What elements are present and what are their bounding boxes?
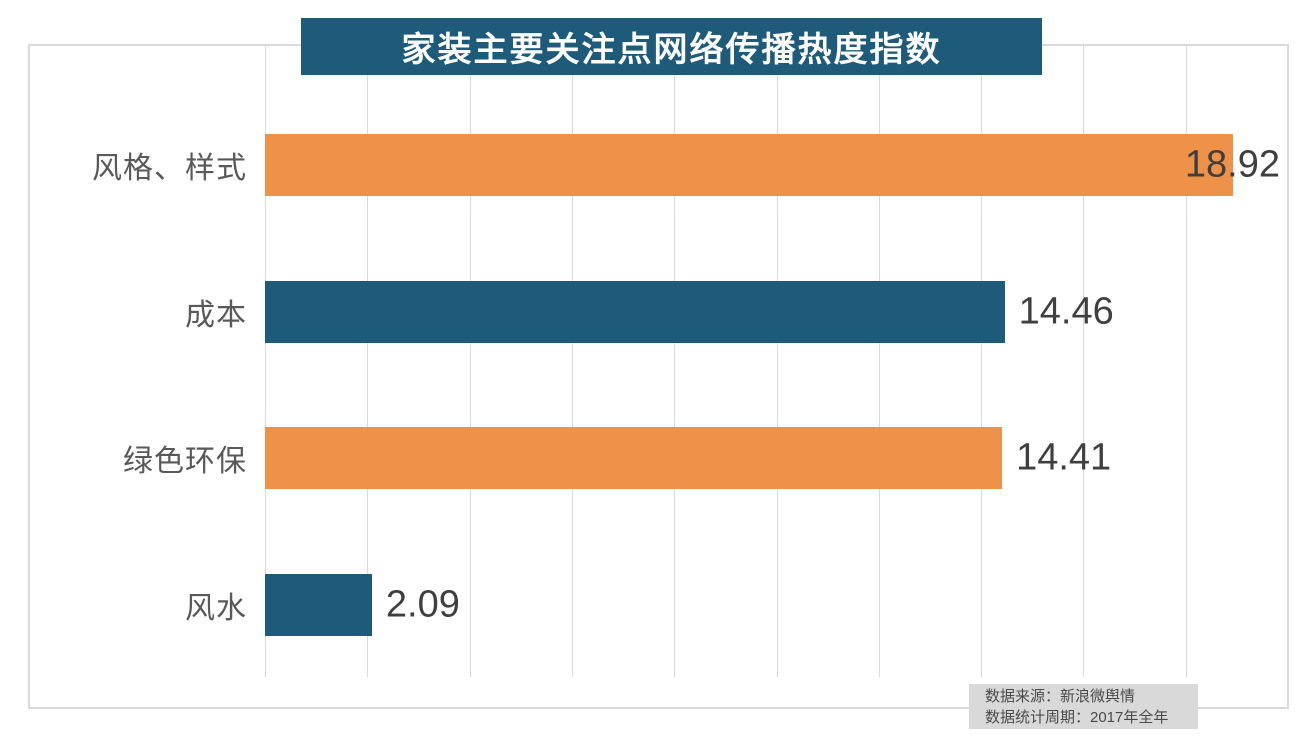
value-label: 14.46 bbox=[1018, 290, 1114, 333]
bar-row: 风水 2.09 bbox=[0, 532, 1313, 679]
gridline bbox=[265, 44, 266, 677]
chart-title: 家装主要关注点网络传播热度指数 bbox=[401, 31, 942, 69]
bar-row: 风格、样式 18.92 bbox=[0, 92, 1313, 239]
category-label: 风水 bbox=[185, 592, 247, 626]
chart-title-banner: 家装主要关注点网络传播热度指数 bbox=[301, 18, 1042, 75]
gridline bbox=[1185, 44, 1187, 677]
gridline bbox=[571, 44, 573, 677]
bar bbox=[265, 280, 1005, 343]
gridline bbox=[878, 44, 880, 677]
value-label: 14.41 bbox=[1016, 436, 1112, 479]
bar bbox=[265, 427, 1003, 490]
data-source-line: 数据来源：新浪微舆情 bbox=[985, 688, 1136, 705]
bar-row: 绿色环保 14.41 bbox=[0, 385, 1313, 532]
data-period-line: 数据统计周期：2017年全年 bbox=[985, 709, 1169, 726]
bar-row: 成本 14.46 bbox=[0, 238, 1313, 385]
gridline bbox=[981, 44, 983, 677]
category-label: 绿色环保 bbox=[123, 445, 247, 479]
gridline bbox=[674, 44, 676, 677]
bar bbox=[265, 133, 1233, 196]
data-source-box: 数据来源：新浪微舆情 数据统计周期：2017年全年 bbox=[969, 684, 1198, 729]
gridline bbox=[1083, 44, 1085, 677]
value-label: 18.92 bbox=[1184, 143, 1280, 186]
gridline bbox=[469, 44, 471, 677]
category-label: 成本 bbox=[185, 298, 247, 332]
value-label: 2.09 bbox=[385, 583, 460, 626]
bar bbox=[265, 574, 372, 637]
category-label: 风格、样式 bbox=[92, 151, 247, 185]
gridline bbox=[367, 44, 369, 677]
gridline bbox=[776, 44, 778, 677]
